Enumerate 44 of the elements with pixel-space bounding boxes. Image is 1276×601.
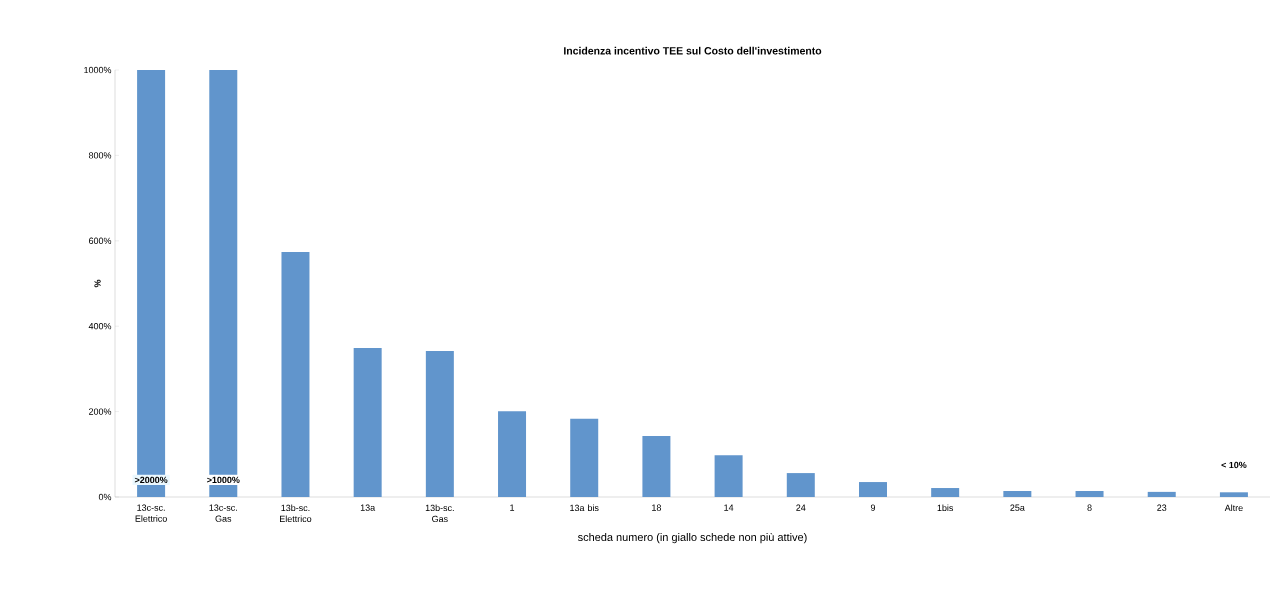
- y-axis-title: %: [94, 279, 101, 288]
- x-tick-label: 9: [870, 504, 876, 511]
- bar: [714, 455, 743, 497]
- bar: [353, 347, 382, 497]
- bar: [281, 251, 310, 497]
- x-tick-label: 23: [1157, 504, 1167, 511]
- bar: [1075, 491, 1104, 497]
- x-tick-label: 13a: [360, 504, 376, 511]
- y-tick-label: 800%: [88, 152, 112, 159]
- bar: [570, 418, 599, 497]
- x-tick-label: 13a bis: [570, 504, 599, 512]
- bar: [642, 435, 671, 497]
- bar: [1147, 491, 1176, 497]
- x-tick-label: 13c-sc. Elettrico: [135, 504, 167, 522]
- x-tick-label: Altre: [1224, 504, 1243, 512]
- bar: [786, 473, 815, 497]
- x-tick-label: 13c-sc. Gas: [209, 504, 237, 522]
- chart-title: Incidenza incentivo TEE sul Costo dell'investimento: [564, 46, 822, 55]
- annotation: < 10%: [1221, 461, 1247, 469]
- bar: [137, 69, 166, 497]
- x-tick-label: 1bis: [937, 504, 954, 512]
- x-tick-label: 8: [1087, 504, 1092, 511]
- annotation: >2000%: [134, 476, 168, 484]
- x-tick-label: 14: [724, 504, 734, 511]
- x-tick-label: 13b-sc. Elettrico: [280, 504, 312, 523]
- bar: [931, 488, 960, 497]
- bar: [1003, 491, 1032, 497]
- bar: [1219, 492, 1248, 497]
- y-tick-label: 600%: [89, 237, 112, 244]
- x-tick-label: 25a: [1010, 504, 1025, 511]
- y-tick-label: 1000%: [84, 66, 112, 74]
- x-tick-label: 1: [510, 504, 515, 511]
- x-tick-label: 18: [652, 504, 661, 511]
- x-axis-title: scheda numero (in giallo schede non più attive): [577, 532, 807, 544]
- x-tick-label: 13b-sc. Gas: [425, 504, 454, 523]
- bar: [498, 411, 527, 497]
- y-tick-label: 200%: [89, 408, 112, 415]
- bar: [858, 482, 887, 497]
- annotation: >1000%: [207, 476, 240, 484]
- bar: [425, 350, 454, 497]
- y-tick-label: 0%: [98, 493, 112, 501]
- bar: [209, 69, 238, 497]
- x-tick-label: 24: [796, 504, 806, 511]
- y-tick-label: 400%: [88, 323, 112, 330]
